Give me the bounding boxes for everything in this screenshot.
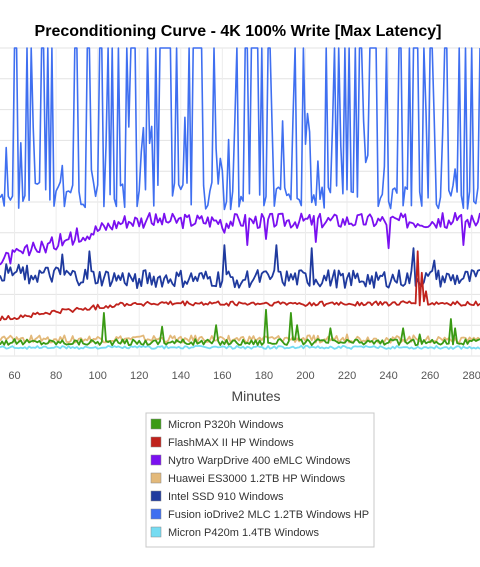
series-line-2 (0, 212, 480, 266)
x-tick-label: 240 (379, 370, 397, 382)
series-line-6 (0, 344, 480, 350)
legend-swatch (150, 436, 162, 448)
x-tick-label: 140 (172, 370, 190, 382)
legend-label: Huawei ES3000 1.2TB HP Windows (168, 473, 346, 485)
x-tick-label: 280 (463, 370, 480, 382)
x-tick-label: 220 (338, 370, 356, 382)
tick-layer: 60 80 100 120 140 160 180 200 220 240 260 280 (8, 370, 480, 382)
legend-label: Micron P320h Windows (168, 419, 284, 431)
series-layer (0, 47, 480, 350)
chart-title: Preconditioning Curve - 4K 100% Write [M… (35, 23, 442, 40)
legend-label: Intel SSD 910 Windows (168, 491, 284, 503)
legend: Micron P320h Windows FlashMAX II HP Windo… (145, 412, 375, 548)
series-line-3 (0, 333, 480, 344)
series-line-4 (0, 244, 480, 289)
x-tick-label: 180 (255, 370, 273, 382)
x-tick-label: 100 (88, 370, 106, 382)
series-line-5 (0, 47, 480, 211)
legend-label: FlashMAX II HP Windows (168, 437, 294, 449)
legend-box (145, 412, 375, 548)
legend-swatch (150, 526, 162, 538)
legend-swatch (150, 472, 162, 484)
x-tick-label: 260 (421, 370, 439, 382)
legend-swatch (150, 508, 162, 520)
x-tick-label: 160 (213, 370, 231, 382)
legend-label: Micron P420m 1.4TB Windows (168, 527, 319, 539)
x-tick-label: 80 (50, 370, 62, 382)
legend-swatch (150, 418, 162, 430)
legend-swatch (150, 490, 162, 502)
x-tick-label: 200 (296, 370, 314, 382)
legend-label: Fusion ioDrive2 MLC 1.2TB Windows HP (168, 509, 369, 521)
legend-swatch (150, 454, 162, 466)
series-line-1 (0, 250, 480, 322)
x-tick-label: 120 (130, 370, 148, 382)
legend-label: Nytro WarpDrive 400 eMLC Windows (168, 455, 351, 467)
series-line-0 (0, 308, 480, 347)
x-tick-label: 60 (8, 370, 20, 382)
x-axis-title: Minutes (231, 388, 280, 404)
